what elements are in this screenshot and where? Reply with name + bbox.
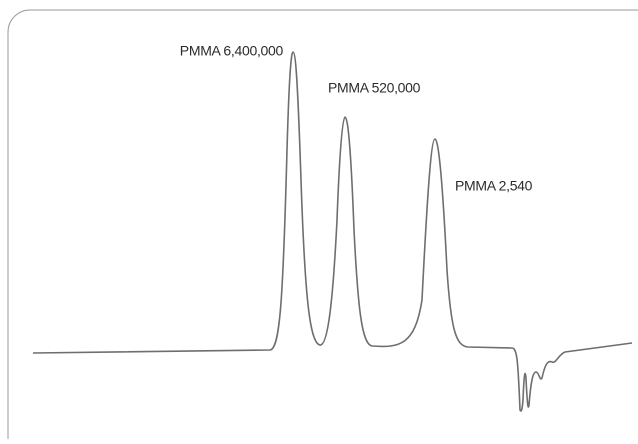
peak-label: PMMA 6,400,000 (180, 43, 284, 59)
peak-label: PMMA 2,540 (455, 178, 533, 194)
trace (32, 51, 633, 412)
peak-label: PMMA 520,000 (328, 80, 421, 96)
frame (7, 9, 638, 444)
